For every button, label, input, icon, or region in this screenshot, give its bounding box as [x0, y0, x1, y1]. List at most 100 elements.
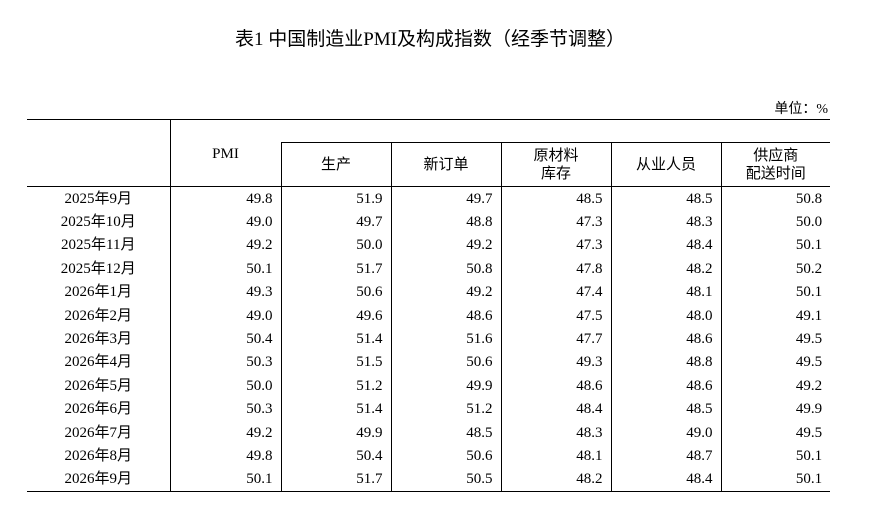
value-cell: 49.1	[720, 303, 831, 328]
value-cell: 48.8	[610, 350, 721, 375]
value-cell: 50.6	[280, 280, 391, 304]
column-header: PMI	[169, 119, 281, 187]
column-header: 新订单	[390, 142, 501, 187]
value-cell: 49.0	[169, 303, 281, 328]
value-cell: 51.9	[280, 186, 391, 211]
header-spacer	[281, 120, 830, 143]
value-cell: 49.5	[720, 327, 831, 351]
data-row: 2025年12月 50.1 51.7 50.8 47.8 48.2 50.2	[27, 257, 831, 281]
table-body: PMI 生产 新订单 原材料 库存 从业人员 供应商 配送时间 2025年9月 49.8 51.…	[27, 119, 831, 492]
header-row: PMI	[27, 119, 831, 187]
value-cell: 51.4	[280, 397, 391, 421]
value-cell: 50.0	[169, 374, 281, 398]
value-cell: 48.5	[390, 420, 501, 445]
column-header: 供应商 配送时间	[720, 142, 831, 187]
value-cell: 50.6	[390, 350, 501, 375]
value-cell: 49.9	[720, 397, 831, 421]
data-row: 2025年11月 49.2 50.0 49.2 47.3 48.4 50.1	[27, 233, 831, 258]
value-cell: 50.1	[720, 467, 831, 492]
value-cell: 48.5	[610, 186, 721, 211]
value-cell: 47.3	[500, 210, 611, 234]
value-cell: 49.5	[720, 350, 831, 375]
value-cell: 49.3	[500, 350, 611, 375]
value-cell: 49.0	[169, 210, 281, 234]
column-header: 从业人员	[610, 142, 721, 187]
header-row: 生产 新订单 原材料 库存 从业人员 供应商 配送时间	[27, 142, 831, 187]
value-cell: 50.2	[720, 257, 831, 281]
value-cell: 48.5	[500, 186, 611, 211]
value-cell: 47.3	[500, 233, 611, 258]
value-cell: 50.6	[390, 444, 501, 468]
value-cell: 50.1	[720, 444, 831, 468]
row-label: 2025年12月	[60, 260, 136, 277]
value-cell: 48.4	[610, 467, 721, 492]
value-cell: 50.1	[169, 257, 281, 281]
value-cell: 49.8	[169, 444, 281, 468]
value-cell: 47.8	[500, 257, 611, 281]
value-cell: 50.1	[720, 233, 831, 258]
value-cell: 48.5	[610, 397, 721, 421]
row-label: 2026年5月	[64, 377, 132, 394]
row-label: 2026年4月	[64, 354, 132, 371]
value-cell: 49.2	[720, 374, 831, 398]
unit: 单位：%	[774, 102, 828, 117]
value-cell: 51.5	[280, 350, 391, 375]
row-label: 2026年2月	[64, 307, 132, 324]
value-cell: 50.5	[390, 467, 501, 492]
data-row: 2026年4月 50.3 51.5 50.6 49.3 48.8 49.5	[27, 350, 831, 375]
row-label: 2025年10月	[60, 214, 136, 231]
value-cell: 47.4	[500, 280, 611, 304]
value-cell: 51.7	[280, 467, 391, 492]
data-row: 2025年9月 49.8 51.9 49.7 48.5 48.5 50.8	[27, 186, 831, 211]
value-cell: 48.8	[390, 210, 501, 234]
value-cell: 48.1	[610, 280, 721, 304]
row-label: 2026年6月	[64, 401, 132, 418]
value-cell: 49.3	[169, 280, 281, 304]
data-row: 2026年5月 50.0 51.2 49.9 48.6 48.6 49.2	[27, 374, 831, 398]
value-cell: 50.8	[390, 257, 501, 281]
value-cell: 50.1	[169, 467, 281, 492]
value-cell: 49.7	[280, 210, 391, 234]
value-cell: 48.1	[500, 444, 611, 468]
data-row: 2025年10月 49.0 49.7 48.8 47.3 48.3 50.0	[27, 210, 831, 234]
data-row: 2026年9月 50.1 51.7 50.5 48.2 48.4 50.1	[27, 467, 831, 492]
value-cell: 49.2	[390, 280, 501, 304]
pmi-table: PMI 生产 新订单 原材料 库存 从业人员 供应商 配送时间 2025年9月 49.8 51.…	[27, 119, 831, 492]
value-cell: 48.0	[610, 303, 721, 328]
title: 表1 中国制造业PMI及构成指数（经季节调整）	[234, 29, 626, 50]
data-row: 2026年3月 50.4 51.4 51.6 47.7 48.6 49.5	[27, 327, 831, 351]
data-row: 2026年2月 49.0 49.6 48.6 47.5 48.0 49.1	[27, 303, 831, 328]
value-cell: 50.4	[280, 444, 391, 468]
row-label: 2026年7月	[64, 424, 132, 441]
value-cell: 47.5	[500, 303, 611, 328]
value-cell: 49.2	[169, 233, 281, 258]
value-cell: 48.2	[500, 467, 611, 492]
row-label: 2026年1月	[64, 284, 132, 301]
value-cell: 48.6	[500, 374, 611, 398]
value-cell: 48.3	[500, 420, 611, 445]
column-header: 原材料 库存	[500, 142, 611, 187]
column-header: 生产	[280, 142, 391, 187]
value-cell: 48.7	[610, 444, 721, 468]
value-cell: 49.2	[169, 420, 281, 445]
value-cell: 49.7	[390, 186, 501, 211]
value-cell: 50.4	[169, 327, 281, 351]
data-row: 2026年6月 50.3 51.4 51.2 48.4 48.5 49.9	[27, 397, 831, 421]
value-cell: 47.7	[500, 327, 611, 351]
row-label: 2025年9月	[64, 190, 132, 207]
data-row: 2026年1月 49.3 50.6 49.2 47.4 48.1 50.1	[27, 280, 831, 304]
data-row: 2026年8月 49.8 50.4 50.6 48.1 48.7 50.1	[27, 444, 831, 468]
value-cell: 50.3	[169, 350, 281, 375]
value-cell: 48.4	[610, 233, 721, 258]
value-cell: 48.6	[610, 374, 721, 398]
value-cell: 50.3	[169, 397, 281, 421]
value-cell: 49.9	[390, 374, 501, 398]
value-cell: 49.8	[169, 186, 281, 211]
data-row: 2026年7月 49.2 49.9 48.5 48.3 49.0 49.5	[27, 420, 831, 445]
value-cell: 49.5	[720, 420, 831, 445]
value-cell: 48.6	[610, 327, 721, 351]
row-label: 2025年11月	[61, 237, 136, 254]
value-cell: 51.6	[390, 327, 501, 351]
value-cell: 49.6	[280, 303, 391, 328]
